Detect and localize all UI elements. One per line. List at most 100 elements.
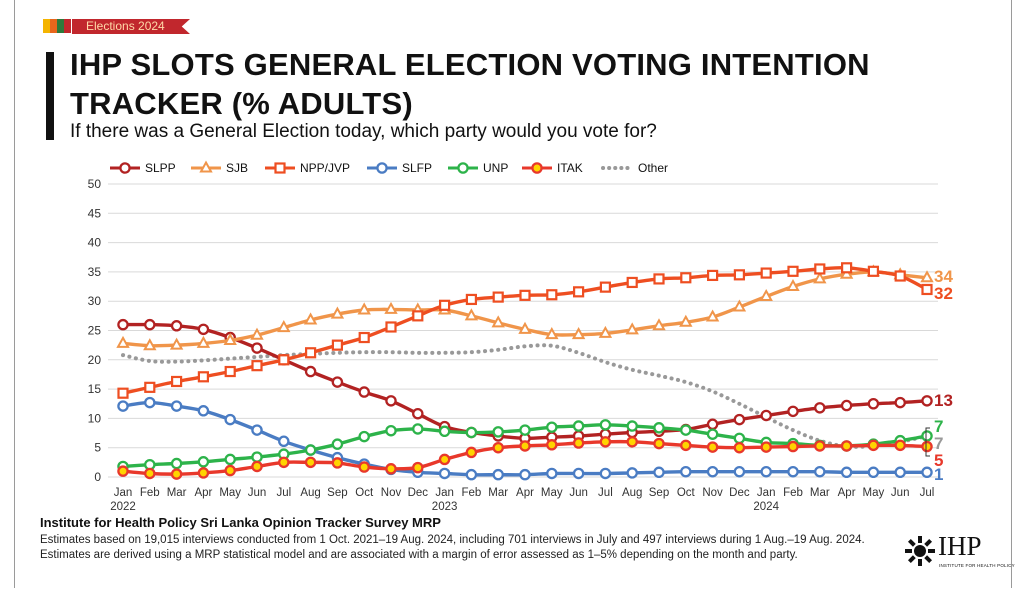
x-tick-label: Nov: [702, 487, 723, 499]
x-tick-label: Jun: [569, 487, 588, 499]
x-tick-label: Oct: [677, 487, 696, 499]
data-point: [653, 422, 665, 434]
legend-marker: [531, 162, 543, 174]
data-point: [706, 465, 719, 478]
data-point: [894, 396, 906, 409]
data-point: [894, 466, 906, 479]
data-point: [759, 288, 773, 302]
data-point: [439, 299, 451, 311]
data-point: [438, 425, 451, 438]
x-tick-label: Feb: [140, 487, 160, 499]
data-point: [921, 440, 933, 453]
source-title: Institute for Health Policy Sri Lanka Op…: [40, 515, 441, 530]
data-point: [680, 465, 692, 478]
data-point: [867, 466, 880, 479]
data-point: [626, 436, 638, 448]
data-point: [546, 439, 558, 451]
data-point: [706, 441, 719, 453]
end-label-bracket: [925, 427, 930, 457]
page-title: IHP SLOTS GENERAL ELECTION VOTING INTENT…: [70, 47, 870, 121]
y-tick-label: 35: [88, 265, 102, 279]
data-point: [251, 451, 263, 463]
data-point: [197, 456, 210, 468]
data-point: [144, 396, 156, 409]
data-point: [144, 318, 156, 331]
flag-stripe-green: [57, 19, 64, 33]
x-tick-label: May: [219, 487, 241, 499]
data-point: [358, 430, 370, 443]
data-point: [814, 402, 826, 414]
data-point: [144, 467, 156, 480]
legend-marker: [119, 162, 131, 174]
data-point: [224, 464, 236, 477]
data-point: [921, 283, 933, 296]
data-point: [519, 424, 531, 436]
data-point: [251, 460, 263, 473]
data-point: [251, 360, 263, 372]
series-sjb: [116, 264, 934, 351]
data-point: [626, 276, 638, 289]
x-tick-label: Jan: [114, 487, 133, 499]
end-label: 13: [934, 391, 953, 410]
data-point: [385, 395, 397, 407]
data-point: [117, 387, 129, 399]
data-point: [412, 407, 424, 420]
x-tick-label: Oct: [355, 487, 374, 499]
end-label: 1: [934, 465, 943, 484]
data-point: [599, 281, 612, 293]
data-point: [251, 424, 263, 436]
data-point: [706, 269, 719, 282]
x-tick-label: Dec: [729, 487, 750, 499]
data-point: [492, 441, 504, 454]
data-point: [814, 465, 826, 478]
x-tick-label: Apr: [516, 487, 534, 499]
data-point: [277, 320, 291, 333]
data-point: [358, 386, 370, 398]
data-point: [412, 461, 424, 474]
y-tick-label: 40: [88, 236, 102, 250]
data-point: [840, 399, 853, 412]
legend-label: ITAK: [557, 161, 583, 175]
legend-label: NPP/JVP: [300, 161, 350, 175]
x-tick-label: Feb: [783, 487, 803, 499]
legend-marker: [457, 162, 469, 174]
data-point: [814, 440, 826, 452]
data-point: [331, 438, 344, 450]
data-point: [653, 437, 665, 450]
data-point: [894, 270, 906, 282]
data-point: [465, 293, 477, 306]
x-tick-label: May: [541, 487, 563, 499]
data-point: [519, 468, 531, 481]
y-tick-label: 10: [88, 411, 102, 425]
data-point: [760, 409, 772, 422]
data-point: [358, 461, 370, 473]
data-point: [599, 419, 612, 431]
series-other: [121, 343, 929, 449]
ihp-logo-icon: [905, 536, 935, 566]
data-point: [197, 323, 210, 336]
data-point: [787, 265, 799, 277]
x-tick-label: Sep: [327, 487, 347, 499]
legend-marker: [376, 162, 388, 174]
x-tick-label: Jul: [920, 487, 935, 499]
data-point: [921, 395, 933, 407]
data-point: [813, 271, 827, 284]
title-accent-bar: [46, 52, 54, 140]
data-point: [679, 314, 693, 327]
data-point: [519, 440, 531, 452]
flag-stripe-orange: [50, 19, 57, 33]
legend: SLPP SJB NPP/JVP SLFP UNP ITAK Other: [110, 160, 668, 175]
data-point: [224, 453, 236, 466]
x-tick-label: May: [863, 487, 885, 499]
x-tick-label: Mar: [488, 487, 508, 499]
series-itak: [117, 436, 933, 480]
data-point: [571, 327, 586, 340]
data-point: [251, 342, 263, 354]
data-point: [733, 465, 746, 478]
legend-label: UNP: [483, 161, 508, 175]
logo-text: IHP: [938, 531, 982, 561]
legend-label: Other: [638, 161, 668, 175]
data-point: [518, 321, 532, 334]
data-point: [760, 441, 772, 453]
data-point: [171, 375, 183, 388]
